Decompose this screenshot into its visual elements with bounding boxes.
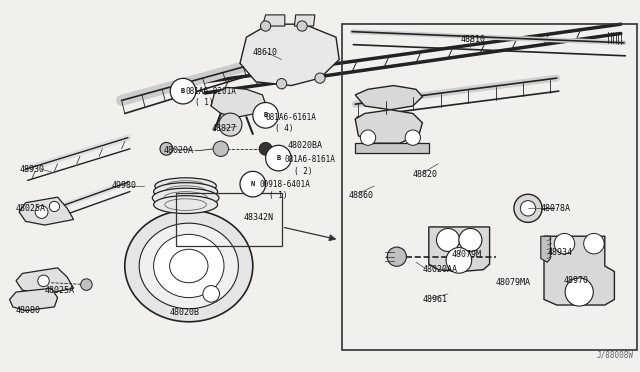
Circle shape xyxy=(35,206,48,218)
Circle shape xyxy=(219,113,242,136)
Text: 48020AA: 48020AA xyxy=(422,265,458,274)
Text: 00918-6401A: 00918-6401A xyxy=(259,180,310,189)
Circle shape xyxy=(436,228,460,251)
Polygon shape xyxy=(211,87,266,117)
Polygon shape xyxy=(544,236,614,305)
Circle shape xyxy=(213,141,228,157)
Circle shape xyxy=(266,145,291,171)
Circle shape xyxy=(170,78,196,104)
Bar xyxy=(342,24,637,350)
Text: 48810: 48810 xyxy=(461,35,486,44)
Circle shape xyxy=(297,21,307,31)
Circle shape xyxy=(259,142,272,155)
Text: 48860: 48860 xyxy=(349,191,374,200)
Text: 48610: 48610 xyxy=(253,48,278,57)
Ellipse shape xyxy=(154,196,218,214)
Circle shape xyxy=(253,103,278,128)
Text: ( 1): ( 1) xyxy=(195,98,214,107)
Circle shape xyxy=(514,194,542,222)
Text: N: N xyxy=(251,181,255,187)
Circle shape xyxy=(584,233,604,254)
Polygon shape xyxy=(262,15,285,26)
Text: 48080: 48080 xyxy=(16,306,41,315)
Polygon shape xyxy=(355,143,429,153)
Circle shape xyxy=(260,21,271,31)
Text: 081A6-6161A: 081A6-6161A xyxy=(266,113,316,122)
Circle shape xyxy=(240,171,266,197)
Circle shape xyxy=(565,278,593,306)
Ellipse shape xyxy=(170,249,208,283)
Circle shape xyxy=(38,275,49,286)
Text: 48079MA: 48079MA xyxy=(496,278,531,287)
Bar xyxy=(176,193,282,246)
Text: 48342N: 48342N xyxy=(243,213,273,222)
Circle shape xyxy=(315,73,325,83)
Text: B: B xyxy=(264,112,268,118)
Polygon shape xyxy=(19,197,74,225)
Circle shape xyxy=(276,78,287,89)
Ellipse shape xyxy=(125,210,253,322)
Text: 48930: 48930 xyxy=(19,165,44,174)
Ellipse shape xyxy=(154,234,224,298)
Polygon shape xyxy=(16,268,74,294)
Text: ( 2): ( 2) xyxy=(294,167,313,176)
Text: 49980: 49980 xyxy=(112,182,137,190)
Text: B: B xyxy=(181,88,185,94)
Circle shape xyxy=(160,142,173,155)
Ellipse shape xyxy=(140,223,238,309)
Text: 48025A: 48025A xyxy=(16,204,46,213)
Polygon shape xyxy=(294,15,315,26)
Polygon shape xyxy=(429,227,490,272)
Text: B: B xyxy=(276,155,280,161)
Text: 48078A: 48078A xyxy=(541,204,571,213)
Ellipse shape xyxy=(152,188,219,208)
Polygon shape xyxy=(355,86,422,110)
Polygon shape xyxy=(355,110,422,143)
Text: 48820: 48820 xyxy=(413,170,438,179)
Circle shape xyxy=(203,286,220,302)
Text: 48020B: 48020B xyxy=(170,308,200,317)
Text: J/88008W: J/88008W xyxy=(596,351,634,360)
Text: 48827: 48827 xyxy=(211,124,236,133)
Polygon shape xyxy=(541,236,550,262)
Text: 48025A: 48025A xyxy=(45,286,75,295)
Text: 48961: 48961 xyxy=(422,295,447,304)
Ellipse shape xyxy=(154,183,218,201)
Circle shape xyxy=(49,201,60,212)
Text: ( 1): ( 1) xyxy=(269,191,287,200)
Text: 48079M: 48079M xyxy=(451,250,481,259)
Circle shape xyxy=(554,233,575,254)
Circle shape xyxy=(520,201,536,216)
Circle shape xyxy=(405,130,420,145)
Polygon shape xyxy=(240,24,339,86)
Text: 081A6-8161A: 081A6-8161A xyxy=(285,155,335,164)
Text: 48020A: 48020A xyxy=(163,146,193,155)
Text: 48970: 48970 xyxy=(563,276,588,285)
Polygon shape xyxy=(10,288,58,311)
Text: 48934: 48934 xyxy=(547,248,572,257)
Text: 081A6-8201A: 081A6-8201A xyxy=(186,87,236,96)
Circle shape xyxy=(459,228,482,251)
Ellipse shape xyxy=(155,178,216,194)
Circle shape xyxy=(360,130,376,145)
Circle shape xyxy=(446,248,472,273)
Text: 48020BA: 48020BA xyxy=(288,141,323,150)
Circle shape xyxy=(387,247,406,266)
Text: ( 4): ( 4) xyxy=(275,124,294,133)
Circle shape xyxy=(81,279,92,290)
